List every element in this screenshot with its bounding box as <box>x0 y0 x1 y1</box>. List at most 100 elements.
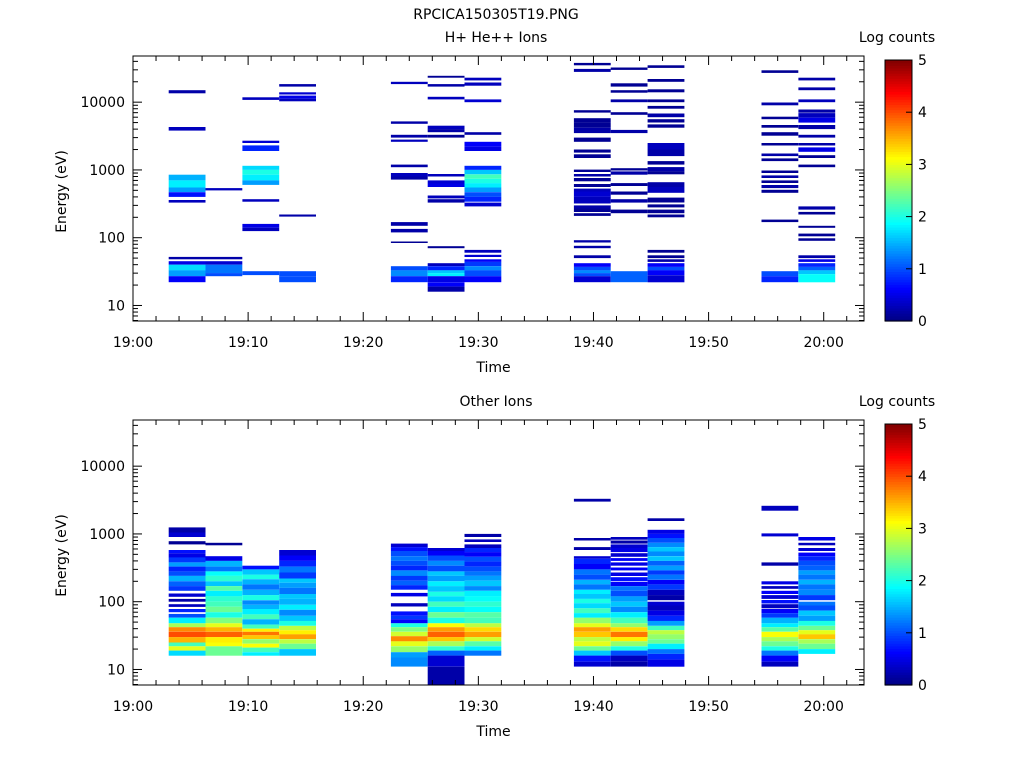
colorbar-swatch <box>885 439 912 443</box>
heatmap-cells <box>168 498 836 685</box>
heatmap-cell <box>242 589 280 596</box>
heatmap-cell <box>168 180 206 188</box>
heatmap-cell <box>798 584 836 590</box>
heatmap-cell <box>168 541 206 545</box>
colorbar-swatch <box>885 227 912 231</box>
colorbar-swatch <box>885 559 912 563</box>
colorbar-swatch <box>885 271 912 275</box>
colorbar-swatch <box>885 679 912 683</box>
colorbar-swatch <box>885 546 912 550</box>
heatmap-cell <box>573 174 611 177</box>
heatmap-cell <box>610 617 648 624</box>
colorbar-swatch <box>885 476 912 480</box>
colorbar-swatch <box>885 156 912 160</box>
colorbar-swatch <box>885 682 912 686</box>
colorbar-swatch <box>885 260 912 265</box>
colorbar-tick-label: 5 <box>918 417 927 433</box>
y-tick-label: 1000 <box>89 163 125 179</box>
colorbar-swatch <box>885 305 912 309</box>
x-tick-label: 19:10 <box>228 335 268 351</box>
colorbar-swatch <box>885 653 912 657</box>
heatmap-cell <box>647 595 685 601</box>
y-tick-label: 10000 <box>80 95 125 111</box>
heatmap-cell <box>279 598 316 605</box>
heatmap-cell <box>647 182 685 187</box>
heatmap-cell <box>573 191 611 197</box>
colorbar-swatch <box>885 234 912 239</box>
colorbar-swatch <box>885 245 912 249</box>
colorbar-swatch <box>885 549 912 553</box>
heatmap-cell <box>168 646 206 651</box>
colorbar-swatch <box>885 284 912 288</box>
colorbar-swatch <box>885 237 912 241</box>
heatmap-cell <box>798 595 836 601</box>
heatmap-cell <box>761 158 799 162</box>
colorbar-swatch <box>885 287 912 291</box>
heatmap-cell <box>573 184 611 187</box>
colorbar-swatch <box>885 117 912 121</box>
colorbar-swatch <box>885 452 912 456</box>
colorbar-swatch <box>885 463 912 467</box>
colorbar-swatch <box>885 219 912 223</box>
heatmap-cell <box>647 589 685 596</box>
heatmap-cell <box>573 556 611 559</box>
colorbar-swatch <box>885 268 912 273</box>
colorbar-frame <box>884 423 913 686</box>
heatmap-cell <box>610 572 648 576</box>
colorbar-swatch <box>885 478 912 483</box>
heatmap-cell <box>464 561 502 567</box>
heatmap-cell <box>242 584 280 590</box>
heatmap-cell <box>610 637 648 642</box>
heatmap-cell <box>761 116 799 120</box>
heatmap-cell <box>427 246 465 249</box>
heatmap-cell <box>610 623 648 628</box>
heatmap-cell <box>464 646 502 651</box>
heatmap-cell <box>242 600 280 605</box>
heatmap-cell <box>427 180 465 184</box>
heatmap-cell <box>427 571 465 576</box>
heatmap-cell <box>427 551 465 556</box>
colorbar-swatch <box>885 434 912 438</box>
heatmap-cell <box>242 174 280 181</box>
heatmap-cell <box>464 606 502 613</box>
heatmap-cell <box>610 171 648 175</box>
heatmap-cell <box>647 625 685 631</box>
x-tick-label: 19:50 <box>688 335 728 351</box>
heatmap-cell <box>390 164 428 168</box>
heatmap-cell <box>798 649 836 654</box>
colorbar-swatch <box>885 70 912 74</box>
colorbar-swatch <box>885 240 912 244</box>
heatmap-cell <box>464 261 502 267</box>
colorbar-swatch <box>885 536 912 540</box>
heatmap-cell <box>168 598 206 602</box>
colorbar-swatch <box>885 424 912 428</box>
heatmap-cell <box>647 187 685 193</box>
colorbar-swatch <box>885 619 912 623</box>
heatmap-cell <box>390 631 428 637</box>
colorbar-swatch <box>885 198 912 202</box>
colorbar-swatch <box>885 232 912 236</box>
heatmap-cell <box>573 646 611 651</box>
heatmap-cell <box>168 609 206 613</box>
heatmap-cell <box>205 556 243 561</box>
heatmap-cell <box>798 548 836 551</box>
heatmap-cell <box>798 206 836 210</box>
heatmap-cell <box>168 557 206 563</box>
colorbar-swatch <box>885 313 912 317</box>
colorbar-swatch <box>885 442 912 446</box>
colorbar-swatch <box>885 60 912 64</box>
heatmap-cell <box>279 276 316 283</box>
colorbar-swatch <box>885 318 912 322</box>
heatmap-cell <box>464 141 502 147</box>
colorbar-swatch <box>885 664 912 668</box>
heatmap-cell <box>242 628 280 632</box>
heatmap-cell <box>761 505 799 511</box>
heatmap-cell <box>168 261 206 265</box>
heatmap-cell <box>761 125 799 128</box>
heatmap-cell <box>464 266 502 271</box>
heatmap-cell <box>279 643 316 650</box>
heatmap-cell <box>390 575 428 581</box>
heatmap-cell <box>168 617 206 624</box>
heatmap-cell <box>761 650 799 656</box>
